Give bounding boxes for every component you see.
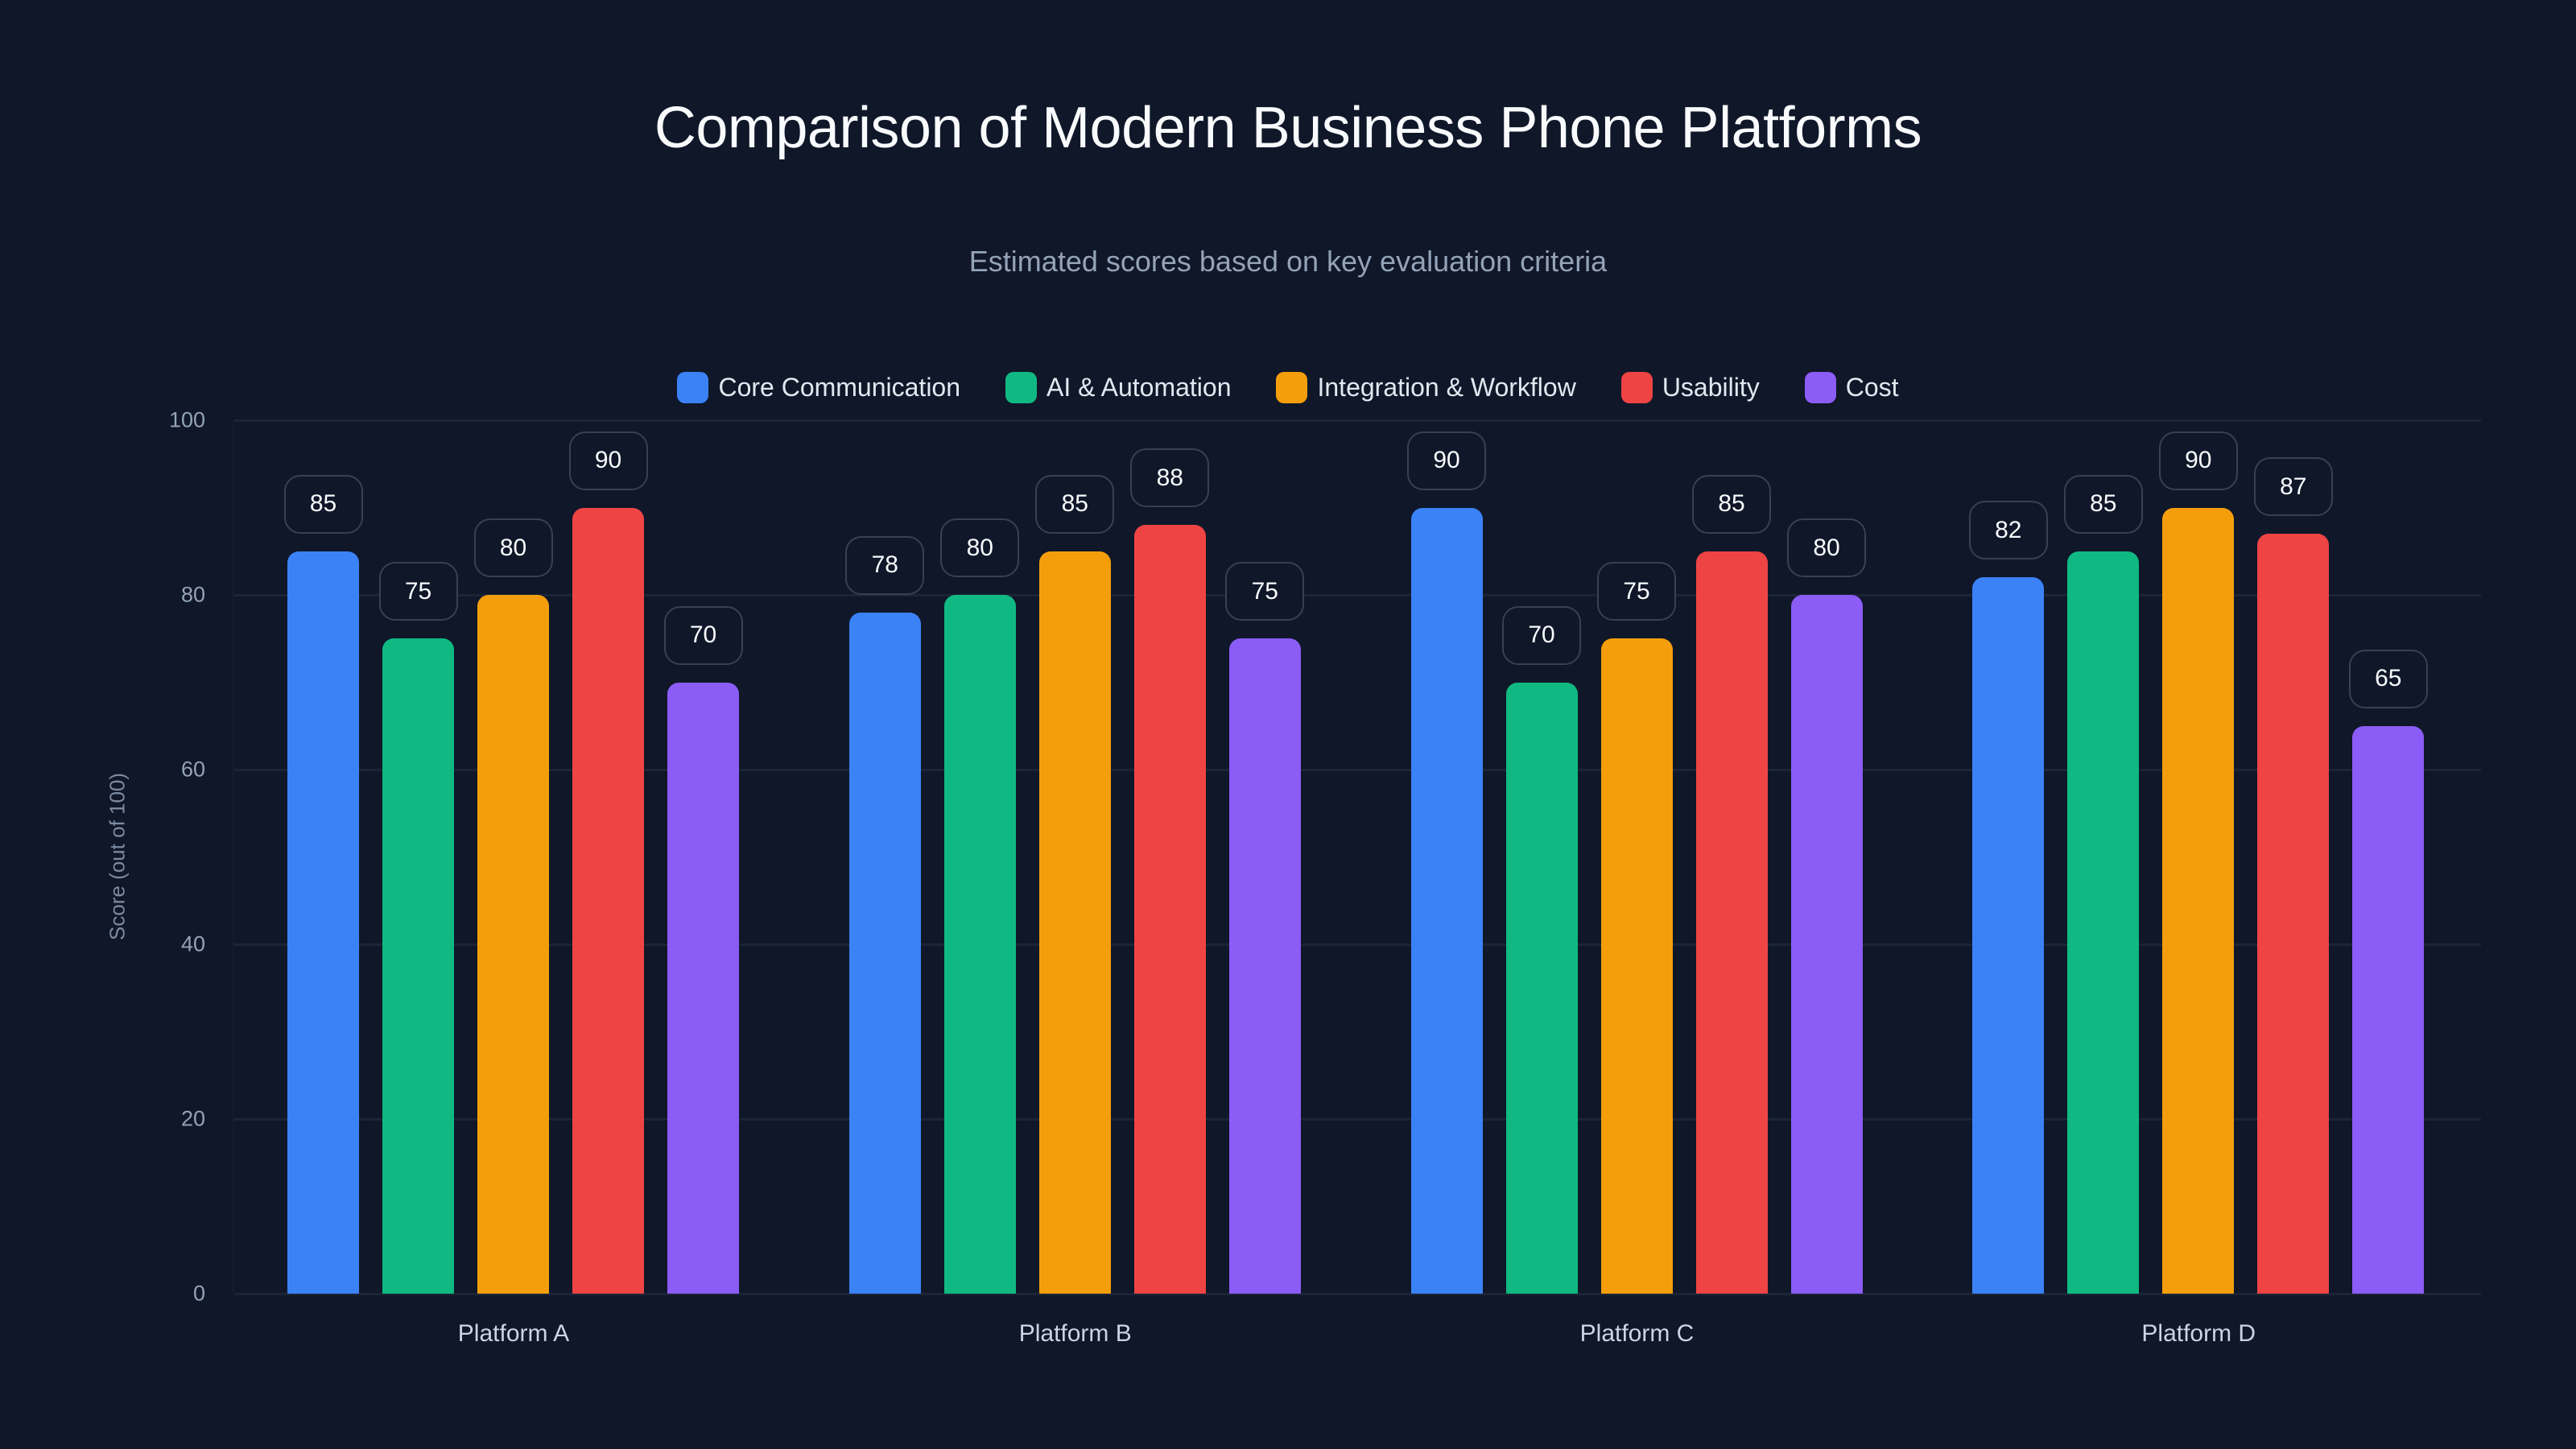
bar[interactable] bbox=[1228, 638, 1301, 1294]
legend-item[interactable]: AI & Automation bbox=[1005, 372, 1231, 403]
gridline bbox=[234, 1117, 2481, 1121]
bar[interactable] bbox=[287, 551, 359, 1294]
value-label: 87 bbox=[2253, 457, 2333, 517]
legend-label: Cost bbox=[1845, 373, 1899, 402]
gridline bbox=[234, 593, 2481, 597]
value-label: 85 bbox=[283, 474, 363, 534]
bar[interactable] bbox=[1695, 551, 1768, 1294]
bar[interactable] bbox=[2257, 534, 2330, 1294]
gridline bbox=[234, 943, 2481, 946]
bar[interactable] bbox=[1972, 577, 2045, 1294]
bar[interactable] bbox=[1410, 507, 1483, 1294]
value-label: 75 bbox=[378, 562, 458, 621]
y-tick-label: 0 bbox=[192, 1281, 205, 1306]
x-tick-label: Platform D bbox=[2141, 1320, 2256, 1347]
bar[interactable] bbox=[1133, 525, 1206, 1294]
value-label: 90 bbox=[2158, 431, 2238, 490]
value-label: 80 bbox=[473, 518, 553, 577]
bar-group: 82 85 90 87 65 bbox=[1919, 420, 2481, 1294]
legend-item[interactable]: Cost bbox=[1804, 372, 1899, 403]
y-tick-label: 80 bbox=[180, 582, 205, 607]
y-axis-label: Score (out of 100) bbox=[105, 772, 130, 941]
bar-group: 85 75 80 90 70 bbox=[234, 420, 796, 1294]
bar[interactable] bbox=[667, 682, 739, 1294]
legend-label: Integration & Workflow bbox=[1317, 373, 1576, 402]
bar[interactable] bbox=[1600, 638, 1673, 1294]
bar[interactable] bbox=[1505, 682, 1578, 1294]
legend-swatch bbox=[1005, 372, 1038, 403]
bar[interactable] bbox=[848, 612, 921, 1294]
bar[interactable] bbox=[382, 638, 454, 1294]
value-label: 70 bbox=[663, 605, 743, 665]
y-tick-label: 100 bbox=[168, 407, 205, 432]
gridline bbox=[234, 768, 2481, 771]
value-label: 90 bbox=[568, 431, 648, 490]
legend-swatch bbox=[1804, 372, 1836, 403]
legend-item[interactable]: Integration & Workflow bbox=[1276, 372, 1576, 403]
value-label: 75 bbox=[1225, 562, 1305, 621]
value-label: 80 bbox=[1787, 518, 1866, 577]
y-tick-label: 40 bbox=[180, 931, 205, 956]
bar[interactable] bbox=[943, 595, 1016, 1294]
value-label: 85 bbox=[1035, 474, 1115, 534]
value-label: 65 bbox=[2348, 649, 2428, 708]
legend-label: Core Communication bbox=[718, 373, 961, 402]
plot-area: 85 75 80 90 70 78 80 85 88 75 90 70 75 85 80 82 85 90 87 65 bbox=[233, 419, 2481, 1295]
legend: Core Communication AI & Automation Integra… bbox=[0, 372, 2576, 403]
value-label: 80 bbox=[940, 518, 1020, 577]
value-label: 75 bbox=[1597, 562, 1676, 621]
x-tick-label: Platform C bbox=[1579, 1320, 1695, 1347]
value-label: 85 bbox=[1692, 474, 1771, 534]
bar[interactable] bbox=[1038, 551, 1111, 1294]
chart-title: Comparison of Modern Business Phone Plat… bbox=[654, 96, 1922, 160]
bar[interactable] bbox=[2352, 725, 2425, 1294]
bar[interactable] bbox=[2067, 551, 2140, 1294]
y-tick-label: 20 bbox=[180, 1106, 205, 1131]
bar[interactable] bbox=[1790, 595, 1863, 1294]
legend-item[interactable]: Core Communication bbox=[677, 372, 960, 403]
gridline bbox=[234, 419, 2481, 422]
bar-group: 90 70 75 85 80 bbox=[1358, 420, 1920, 1294]
legend-label: Usability bbox=[1662, 373, 1760, 402]
value-label: 78 bbox=[845, 535, 925, 595]
bar-group: 78 80 85 88 75 bbox=[796, 420, 1358, 1294]
x-tick-label: Platform B bbox=[1018, 1320, 1132, 1347]
value-label: 70 bbox=[1502, 605, 1581, 665]
legend-swatch bbox=[1276, 372, 1308, 403]
bar[interactable] bbox=[477, 595, 549, 1294]
value-label: 82 bbox=[1968, 501, 2048, 560]
bar[interactable] bbox=[2162, 507, 2235, 1294]
value-label: 85 bbox=[2063, 474, 2143, 534]
x-tick-label: Platform A bbox=[457, 1320, 570, 1347]
legend-item[interactable]: Usability bbox=[1620, 372, 1760, 403]
chart-subtitle: Estimated scores based on key evaluation… bbox=[968, 245, 1608, 278]
legend-swatch bbox=[677, 372, 709, 403]
value-label: 88 bbox=[1130, 448, 1210, 508]
gridline bbox=[234, 1292, 2481, 1295]
value-label: 90 bbox=[1407, 431, 1486, 490]
legend-swatch bbox=[1620, 372, 1653, 403]
bar[interactable] bbox=[572, 507, 644, 1294]
legend-label: AI & Automation bbox=[1046, 373, 1232, 402]
y-tick-label: 60 bbox=[180, 757, 205, 782]
